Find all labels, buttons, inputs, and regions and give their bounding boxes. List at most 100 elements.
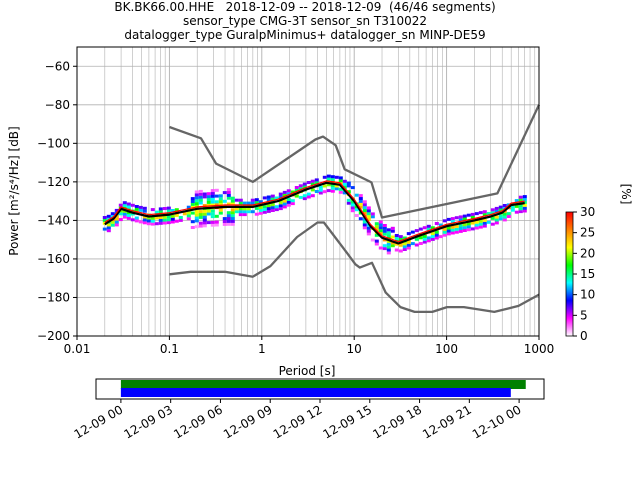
series-line-mode — [104, 181, 525, 245]
heatmap-cell — [386, 228, 391, 232]
heatmap-cell — [110, 212, 115, 216]
heatmap-cell — [162, 221, 167, 225]
heatmap-cell — [326, 183, 331, 187]
heatmap-cell — [318, 185, 323, 189]
heatmap-cell — [374, 242, 379, 246]
heatmap-cell — [502, 204, 507, 207]
heatmap-cell — [454, 216, 459, 220]
heatmap-cell — [110, 220, 115, 224]
plot-frame — [76, 46, 540, 337]
heatmap-cell — [226, 188, 231, 192]
heatmap-cell — [250, 210, 255, 214]
heatmap-cell — [202, 209, 207, 213]
heatmap-cell — [354, 208, 359, 212]
heatmap-cell — [502, 218, 507, 222]
heatmap-cell — [278, 207, 283, 211]
heatmap-cell — [126, 214, 131, 217]
heatmap-cell — [134, 219, 139, 223]
heatmap-cell — [342, 182, 347, 186]
heatmap-cell — [330, 183, 335, 187]
heatmap-cell — [186, 205, 191, 209]
heatmap-cell — [194, 216, 199, 220]
heatmap-cell — [466, 228, 471, 232]
heatmap-cell — [114, 223, 119, 227]
heatmap-cell — [518, 204, 523, 208]
heatmap-cell — [374, 222, 379, 226]
heatmap-cell — [190, 220, 195, 224]
heatmap-cell — [338, 187, 343, 191]
heatmap-cell — [350, 206, 355, 210]
heatmap-cell — [170, 209, 175, 212]
heatmap-cell — [250, 201, 255, 205]
heatmap-cell — [126, 211, 131, 215]
heatmap-cell — [178, 216, 183, 219]
heatmap-cell — [106, 229, 111, 233]
heatmap-cell — [354, 193, 359, 197]
heatmap-cell — [262, 210, 267, 214]
heatmap-cell — [106, 223, 111, 227]
heatmap-cell — [366, 226, 371, 230]
heatmap-cell — [506, 212, 511, 216]
heatmap-cell — [214, 200, 219, 204]
heatmap-cell — [194, 202, 199, 206]
heatmap-cell — [242, 210, 247, 214]
heatmap-cell — [150, 219, 155, 223]
series-line-mean — [104, 180, 525, 243]
heatmap-cell — [214, 203, 219, 207]
heatmap-cell — [446, 217, 451, 221]
heatmap-cell — [202, 221, 207, 225]
heatmap-cell — [446, 226, 451, 230]
heatmap-cell — [314, 178, 319, 182]
heatmap-cell — [514, 199, 519, 203]
heatmap-cell — [394, 236, 399, 240]
heatmap-cell — [406, 232, 411, 236]
heatmap-cell — [290, 190, 295, 194]
heatmap-cell — [378, 223, 383, 227]
heatmap-cell — [386, 231, 391, 235]
heatmap-cell — [510, 205, 515, 209]
heatmap-cell — [210, 189, 215, 193]
heatmap-cell — [478, 219, 483, 223]
heatmap-cell — [418, 227, 423, 231]
heatmap-cell — [226, 214, 231, 218]
heatmap-cell — [398, 238, 403, 241]
chart-title-line-1: BK.BK66.00.HHE 2018-12-09 -- 2018-12-09 … — [114, 0, 496, 14]
heatmap-cell — [430, 232, 435, 236]
heatmap-cell — [206, 209, 211, 213]
heatmap-cell — [158, 221, 163, 225]
heatmap-cell — [206, 203, 211, 207]
heatmap-cell — [362, 220, 367, 224]
heatmap-cell — [426, 224, 431, 228]
heatmap-cell — [426, 239, 431, 243]
heatmap-cell — [490, 216, 495, 220]
colorbar-tick-label: 20 — [580, 246, 595, 260]
heatmap-cell — [162, 207, 167, 210]
heatmap-cell — [450, 228, 455, 232]
heatmap-cell — [254, 201, 259, 205]
heatmap-cell — [374, 233, 379, 237]
y-tick-label: −180 — [37, 290, 70, 304]
colorbar-tick-label: 30 — [580, 205, 595, 219]
heatmap-cell — [166, 209, 171, 213]
heatmap-cell — [374, 239, 379, 243]
heatmap-cell — [142, 209, 147, 213]
coverage-tick-label: 12-09 06 — [171, 402, 225, 441]
colorbar-label: [%] — [619, 184, 633, 205]
heatmap-cell — [302, 197, 307, 201]
heatmap-cell — [482, 218, 487, 222]
heatmap-cell — [518, 195, 523, 199]
chart-title-line-3: datalogger_type GuralpMinimus+ datalogge… — [124, 28, 486, 42]
heatmap-cell — [346, 184, 351, 188]
heatmap-cell — [158, 216, 163, 219]
heatmap-cell — [150, 222, 155, 226]
heatmap-cell — [426, 236, 431, 240]
heatmap-cell — [242, 207, 247, 211]
heatmap-cell — [302, 185, 307, 189]
heatmap-cell — [230, 214, 235, 218]
heatmap-cell — [210, 203, 215, 207]
heatmap-cell — [518, 198, 523, 202]
heatmap-cell — [202, 218, 207, 222]
heatmap-cell — [486, 212, 491, 216]
heatmap-cell — [186, 214, 191, 218]
heatmap-cell — [210, 192, 215, 195]
